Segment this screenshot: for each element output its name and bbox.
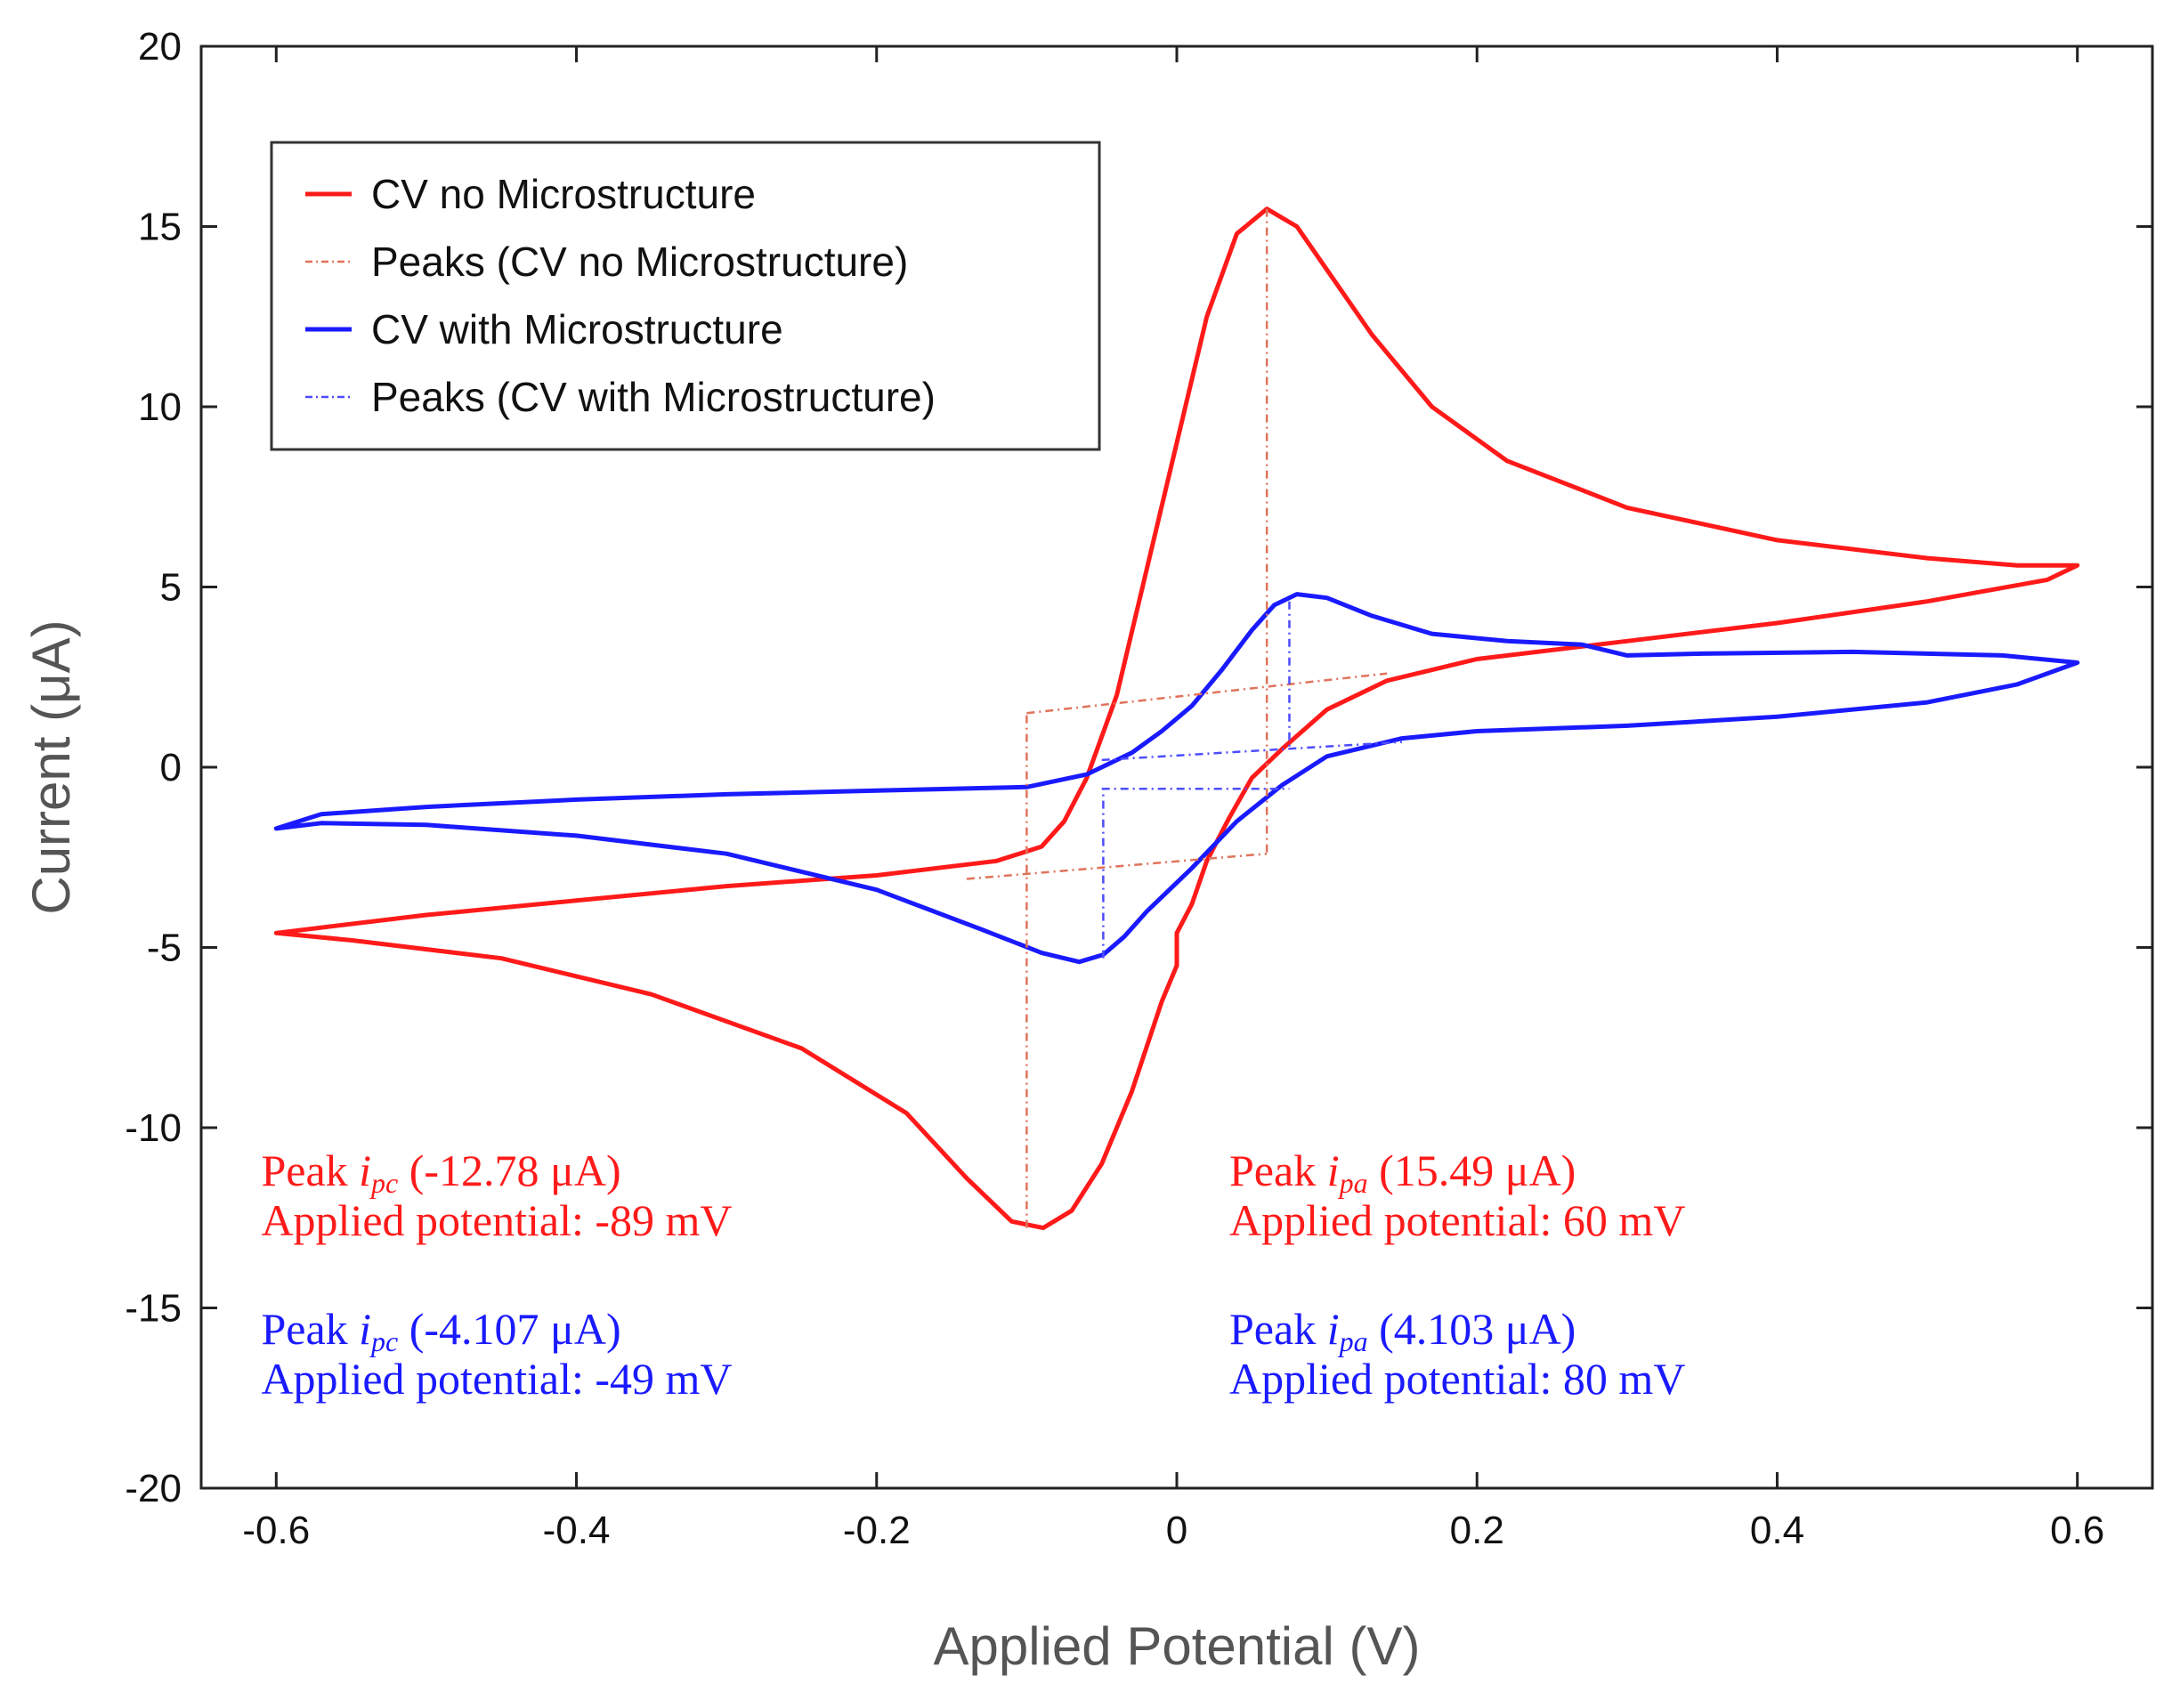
series-line-cv-with-microstructure [273,592,2080,965]
anno-subscript: pc [369,1325,398,1357]
anno-prefix: Peak [261,1304,359,1354]
anno-symbol: i [359,1145,371,1195]
annotation-line1-ipa-red: Peak ipa (15.49 μA) [1229,1145,1576,1199]
x-axis-title: Applied Potential (V) [934,1616,1421,1676]
anno-subscript: pa [1338,1325,1368,1357]
y-tick-label: 20 [138,25,182,69]
legend: CV no Microstructure Peaks (CV no Microst… [270,141,1101,451]
annotation-line1-ipa-blue: Peak ipa (4.103 μA) [1229,1304,1576,1357]
axis-ticks: -0.6 -0.4 -0.2 0 0.2 0.4 0.6 -20 -15 -10 -5 0 5 10 15 2… [125,25,2152,1552]
x-tick-label: -0.6 [242,1509,310,1552]
x-tick-label: -0.4 [543,1509,611,1552]
anno-prefix: Peak [1229,1304,1327,1354]
annotation-line2-ipc-blue: Applied potential: -49 mV [261,1354,732,1404]
anno-prefix: Peak [1229,1145,1327,1195]
y-tick-label: 0 [160,746,182,789]
annotation-ipc-blue: Peak ipc (-4.107 μA)Applied potential: -… [261,1304,732,1404]
peak-guide-peaks-cv-no-microstructure-3 [966,852,1268,880]
x-tick-label: 0.2 [1450,1509,1504,1552]
anno-symbol: i [1327,1304,1340,1354]
anno-value: (-12.78 μA) [398,1145,620,1195]
y-tick-label: -5 [147,927,182,970]
legend-label: CV no Microstructure [371,171,756,217]
anno-value: (4.103 μA) [1368,1304,1576,1354]
annotation-line2-ipa-red: Applied potential: 60 mV [1229,1195,1685,1245]
annotation-ipc-red: Peak ipc (-12.78 μA)Applied potential: -… [261,1145,732,1245]
annotation-ipa-red: Peak ipa (15.49 μA)Applied potential: 60… [1229,1145,1685,1245]
annotation-line1-ipc-blue: Peak ipc (-4.107 μA) [261,1304,620,1357]
y-tick-label: 15 [138,206,182,249]
y-tick-label: -20 [125,1467,182,1510]
anno-subscript: pa [1338,1167,1368,1199]
series-line-cv-no-microstructure [273,206,2080,1231]
legend-box [270,141,1101,451]
legend-label: CV with Microstructure [371,306,783,352]
peak-guide-peaks-cv-with-microstructure-2 [1101,741,1402,762]
anno-symbol: i [359,1304,371,1354]
peak-annotations: Peak ipc (-12.78 μA)Applied potential: -… [261,1145,1685,1404]
x-tick-label: 0.6 [2050,1509,2104,1552]
y-tick-label: -15 [125,1287,182,1331]
annotation-line2-ipc-red: Applied potential: -89 mV [261,1195,732,1245]
peak-guide-peaks-cv-no-microstructure-2 [1026,672,1388,715]
anno-prefix: Peak [261,1145,359,1195]
y-tick-label: 10 [138,385,182,429]
anno-value: (15.49 μA) [1368,1145,1576,1195]
anno-subscript: pc [369,1167,398,1199]
anno-symbol: i [1327,1145,1340,1195]
x-tick-label: 0.4 [1750,1509,1804,1552]
annotation-line2-ipa-blue: Applied potential: 80 mV [1229,1354,1685,1404]
plot-area [273,206,2080,1231]
y-axis-title: Current (μA) [21,619,81,914]
annotation-line1-ipc-red: Peak ipc (-12.78 μA) [261,1145,620,1199]
x-tick-label: 0 [1166,1509,1187,1552]
x-tick-label: -0.2 [843,1509,911,1552]
y-tick-label: 5 [160,566,182,610]
anno-value: (-4.107 μA) [398,1304,620,1354]
y-tick-label: -10 [125,1106,182,1150]
legend-label: Peaks (CV no Microstructure) [371,239,908,285]
legend-label: Peaks (CV with Microstructure) [371,374,936,420]
annotation-ipa-blue: Peak ipa (4.103 μA)Applied potential: 80… [1229,1304,1685,1404]
